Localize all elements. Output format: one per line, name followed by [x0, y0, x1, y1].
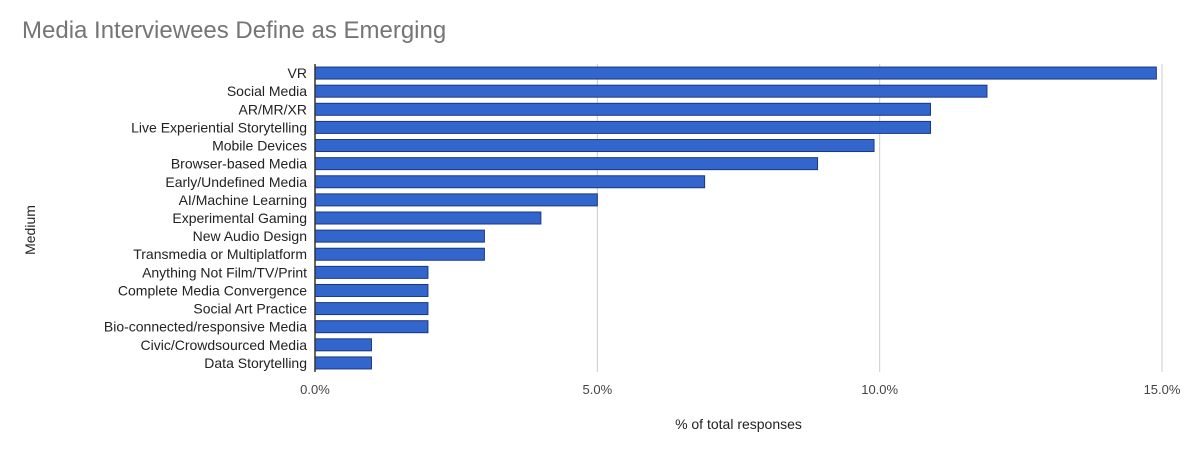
x-tick-label: 10.0% [861, 382, 898, 397]
category-label: Anything Not Film/TV/Print [142, 264, 307, 280]
category-label: Experimental Gaming [172, 210, 307, 226]
bar [314, 175, 706, 189]
category-label: Browser-based Media [171, 156, 307, 172]
category-label: Social Media [227, 83, 307, 99]
x-axis-title: % of total responses [675, 416, 802, 432]
category-label: Civic/Crowdsourced Media [140, 337, 307, 353]
x-tick-label: 0.0% [300, 382, 330, 397]
bar [314, 283, 429, 297]
category-label: Bio-connected/responsive Media [104, 319, 307, 335]
bar [314, 157, 819, 171]
bar [314, 66, 1157, 80]
category-label: New Audio Design [193, 228, 307, 244]
bar [314, 229, 485, 243]
bar [314, 356, 372, 370]
bar [314, 338, 372, 352]
category-label: Social Art Practice [193, 301, 307, 317]
category-label: AI/Machine Learning [179, 192, 307, 208]
x-tick-label: 5.0% [583, 382, 613, 397]
category-label: Mobile Devices [212, 138, 307, 154]
category-label: Data Storytelling [204, 355, 307, 371]
category-label: AR/MR/XR [239, 101, 307, 117]
bar [314, 247, 485, 261]
x-tick-label: 15.0% [1144, 382, 1181, 397]
category-label: Early/Undefined Media [165, 174, 307, 190]
bar [314, 139, 875, 153]
bar [314, 102, 931, 116]
y-axis-title: Medium [22, 205, 38, 255]
category-label: Live Experiential Storytelling [131, 119, 307, 135]
bar [314, 320, 429, 334]
chart-title: Media Interviewees Define as Emerging [22, 17, 447, 44]
bar [314, 193, 598, 207]
bar [314, 265, 429, 279]
bar [314, 84, 988, 98]
category-label: Transmedia or Multiplatform [133, 246, 307, 262]
bar [314, 120, 931, 134]
category-label: Complete Media Convergence [118, 282, 307, 298]
category-label: VR [288, 65, 307, 81]
bar [314, 211, 542, 225]
bar [314, 302, 429, 316]
